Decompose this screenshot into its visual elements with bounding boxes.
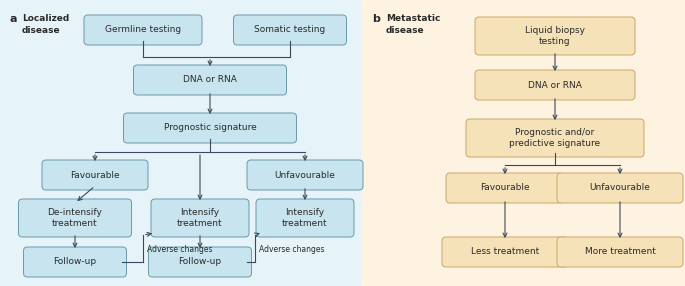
Text: b: b [372,14,380,24]
FancyBboxPatch shape [134,65,286,95]
Text: Less treatment: Less treatment [471,247,539,257]
FancyBboxPatch shape [557,237,683,267]
Text: Adverse changes: Adverse changes [259,245,325,255]
Text: Intensify
treatment: Intensify treatment [177,208,223,228]
FancyBboxPatch shape [123,113,297,143]
FancyBboxPatch shape [151,199,249,237]
FancyBboxPatch shape [149,247,251,277]
Text: Somatic testing: Somatic testing [254,25,325,35]
FancyBboxPatch shape [475,17,635,55]
FancyBboxPatch shape [42,160,148,190]
Text: Follow-up: Follow-up [53,257,97,267]
Text: Prognostic signature: Prognostic signature [164,124,256,132]
Text: Favourable: Favourable [480,184,530,192]
FancyBboxPatch shape [557,173,683,203]
FancyBboxPatch shape [247,160,363,190]
FancyBboxPatch shape [475,70,635,100]
FancyBboxPatch shape [234,15,347,45]
Text: a: a [10,14,18,24]
Text: Adverse changes: Adverse changes [147,245,212,255]
Text: DNA or RNA: DNA or RNA [528,80,582,90]
Text: De-intensify
treatment: De-intensify treatment [47,208,103,228]
FancyBboxPatch shape [446,173,564,203]
FancyBboxPatch shape [0,0,362,286]
Text: Germline testing: Germline testing [105,25,181,35]
Text: Localized
disease: Localized disease [22,14,69,35]
Text: More treatment: More treatment [584,247,656,257]
FancyBboxPatch shape [442,237,568,267]
FancyBboxPatch shape [23,247,127,277]
FancyBboxPatch shape [361,0,685,286]
FancyBboxPatch shape [18,199,132,237]
FancyBboxPatch shape [84,15,202,45]
Text: DNA or RNA: DNA or RNA [183,76,237,84]
FancyBboxPatch shape [256,199,354,237]
Text: Unfavourable: Unfavourable [590,184,651,192]
Text: Prognostic and/or
predictive signature: Prognostic and/or predictive signature [510,128,601,148]
Text: Follow-up: Follow-up [178,257,221,267]
Text: Intensify
treatment: Intensify treatment [282,208,328,228]
FancyBboxPatch shape [466,119,644,157]
Text: Unfavourable: Unfavourable [275,170,336,180]
Text: Metastatic
disease: Metastatic disease [386,14,440,35]
Text: Liquid biopsy
testing: Liquid biopsy testing [525,26,585,46]
Text: Favourable: Favourable [70,170,120,180]
